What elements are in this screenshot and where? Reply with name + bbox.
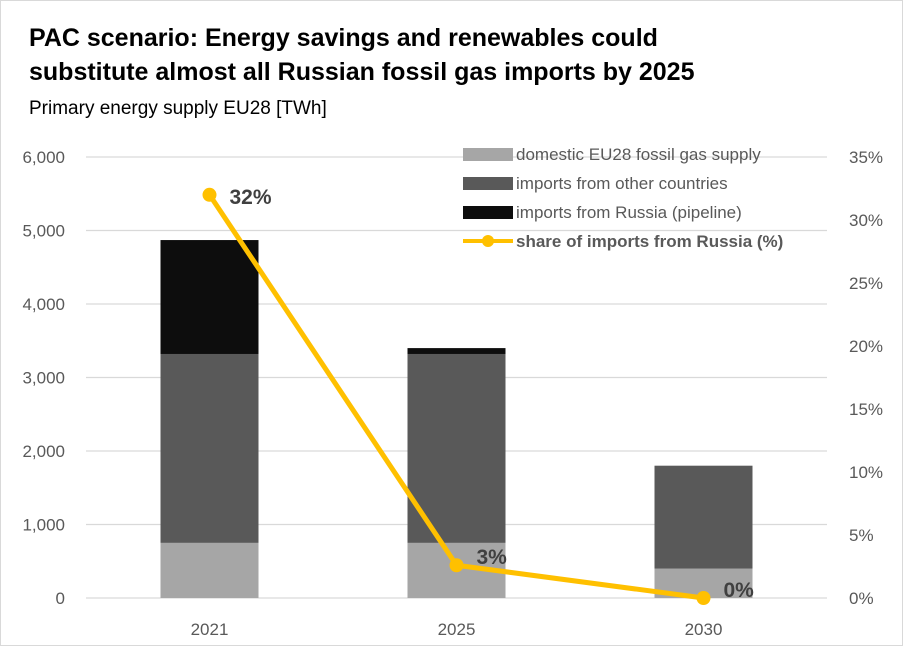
y-left-tick-label: 2,000 [22,442,65,461]
bar-segment [407,353,506,543]
share-data-label: 3% [477,546,508,569]
y-left-tick-label: 0 [56,589,65,608]
legend-swatch-marker [482,235,494,247]
legend-swatch [463,206,513,219]
bar-segment [160,353,259,543]
bar-segment [160,240,259,354]
x-tick-label: 2025 [438,620,476,639]
y-right-tick-label: 35% [849,148,883,167]
legend: domestic EU28 fossil gas supply imports f… [463,145,783,251]
y-left-tick-label: 5,000 [22,222,65,241]
legend-label: domestic EU28 fossil gas supply [516,145,761,164]
y-right-tick-label: 15% [849,400,883,419]
x-axis: 2021 2025 2030 [191,620,723,639]
chart-title-line-2: substitute almost all Russian fossil gas… [29,58,695,86]
y-right-tick-label: 0% [849,589,874,608]
share-data-label: 0% [724,579,755,602]
chart-title: PAC scenario: Energy savings and renewab… [29,21,694,89]
bars [160,240,753,598]
y-axis-right: 0% 5% 10% 15% 20% 25% 30% 35% [849,148,883,608]
legend-label: imports from Russia (pipeline) [516,203,742,222]
chart-title-line-1: PAC scenario: Energy savings and renewab… [29,24,658,52]
bar-segment [407,348,506,354]
chart-subtitle: Primary energy supply EU28 [TWh] [29,98,327,119]
x-tick-label: 2021 [191,620,229,639]
legend-label: imports from other countries [516,174,728,193]
y-left-tick-label: 1,000 [22,516,65,535]
y-left-tick-label: 4,000 [22,295,65,314]
y-right-tick-label: 30% [849,211,883,230]
legend-swatch [463,148,513,161]
y-right-tick-label: 5% [849,526,874,545]
bar-segment [160,542,259,598]
y-left-tick-label: 6,000 [22,148,65,167]
share-line-point [202,187,217,202]
share-line-point [449,558,464,573]
legend-swatch [463,177,513,190]
y-right-tick-label: 20% [849,337,883,356]
y-right-tick-label: 10% [849,463,883,482]
legend-label: share of imports from Russia (%) [516,232,783,251]
y-right-tick-label: 25% [849,274,883,293]
y-axis-left: 0 1,000 2,000 3,000 4,000 5,000 6,000 [22,148,65,608]
bar-segment [654,465,753,569]
share-line: 32% 3% 0% [202,186,755,605]
y-left-tick-label: 3,000 [22,369,65,388]
share-data-label: 32% [230,186,272,209]
share-line-point [696,591,711,605]
x-tick-label: 2030 [685,620,723,639]
